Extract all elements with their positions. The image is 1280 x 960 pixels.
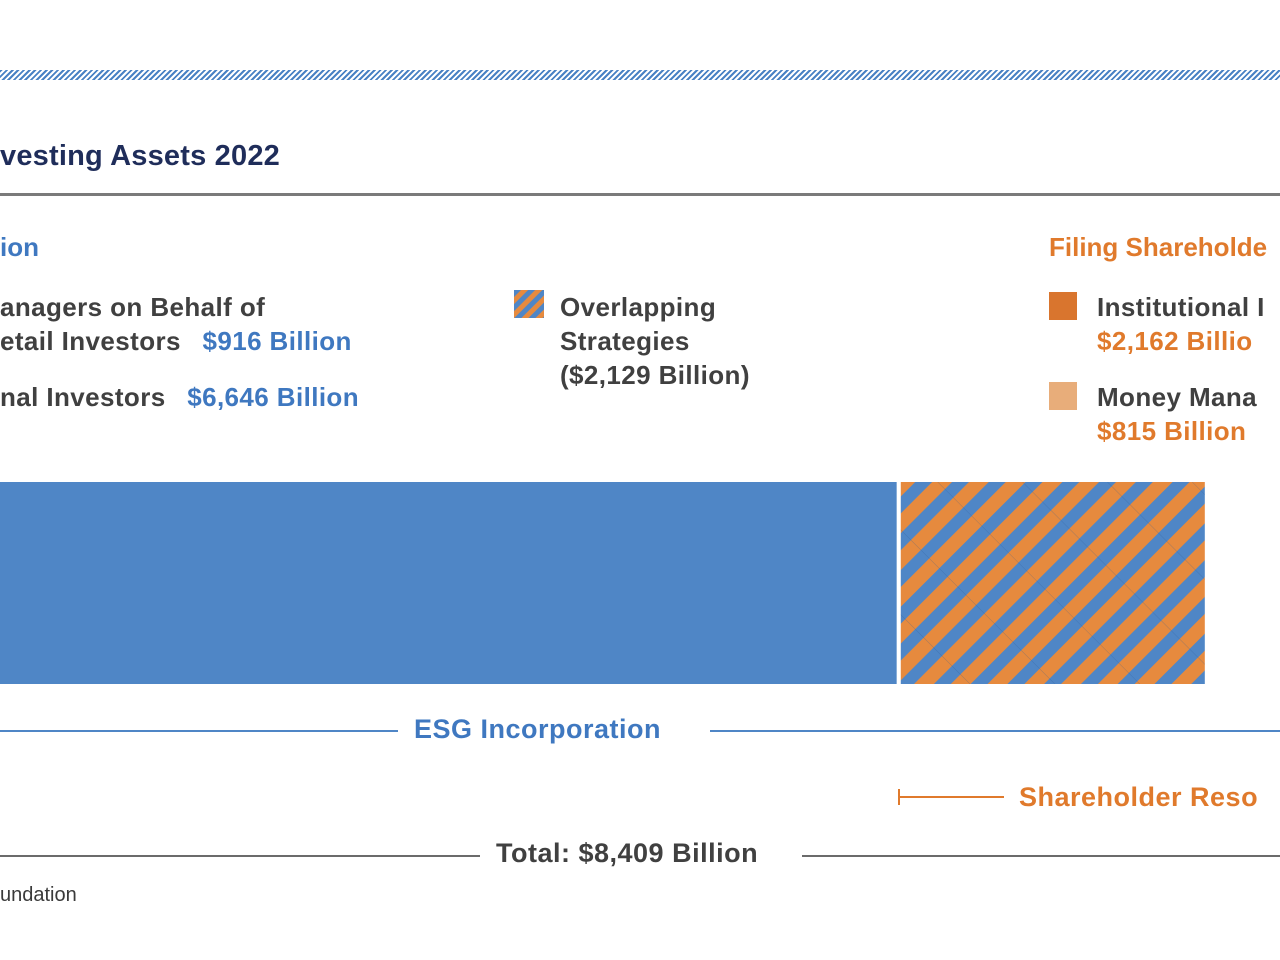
legend-item-right-institutional: Institutional I $2,162 Billio — [1097, 290, 1265, 358]
total-bracket-label: Total: $8,409 Billion — [496, 838, 759, 868]
bar-segment-overlap-grid — [900, 482, 1205, 684]
legend-heading-shareholder: Filing Shareholde — [1049, 232, 1268, 262]
swatch-money-managers-orange — [1049, 382, 1077, 410]
legend-overlap-line1: Overlapping — [560, 292, 717, 322]
total-bracket-line-left — [0, 855, 480, 857]
legend-right-institutional-value: $2,162 Billio — [1097, 326, 1253, 356]
legend-item-institutional-label: nal Investors — [0, 382, 166, 412]
top-hatched-rule — [0, 70, 1280, 80]
legend-value-money-managers: $916 Billion — [202, 326, 352, 356]
swatch-institutional-orange — [1049, 292, 1077, 320]
source-note: undation — [0, 884, 77, 906]
legend-item-overlapping: Overlapping Strategies ($2,129 Billion) — [560, 290, 750, 392]
chart-title: vesting Assets 2022 — [0, 140, 280, 172]
bar-segment-esg-incorporation — [0, 482, 897, 684]
legend-value-institutional: $6,646 Billion — [187, 382, 360, 412]
legend-right-institutional-label: Institutional I — [1097, 292, 1265, 322]
legend-overlap-line2: Strategies — [560, 326, 690, 356]
legend-right-money-label: Money Mana — [1097, 382, 1258, 412]
legend-item-institutional: nal Investors $6,646 Billion — [0, 380, 359, 414]
legend-item-right-money: Money Mana $815 Billion — [1097, 380, 1257, 448]
shareholder-bracket-line — [898, 796, 1004, 798]
overlap-swatch — [514, 290, 544, 318]
esg-bracket-line-right — [710, 730, 1280, 732]
legend-overlap-line3: ($2,129 Billion) — [560, 360, 750, 390]
legend-heading-esg: ion — [0, 232, 39, 262]
stacked-bar-chart — [0, 482, 1205, 684]
esg-bracket-label: ESG Incorporation — [414, 714, 662, 744]
legend-item-money-managers-line2: etail Investors — [0, 326, 181, 356]
esg-bracket-line-left — [0, 730, 398, 732]
legend-item-money-managers-line1: anagers on Behalf of — [0, 292, 266, 322]
total-bracket-line-right — [802, 855, 1280, 857]
shareholder-bracket-label: Shareholder Reso — [1019, 782, 1259, 812]
legend-item-money-managers: anagers on Behalf of etail Investors $91… — [0, 290, 352, 358]
legend-right-money-value: $815 Billion — [1097, 416, 1247, 446]
title-underline — [0, 193, 1280, 196]
bar-segment-divider — [896, 482, 901, 684]
